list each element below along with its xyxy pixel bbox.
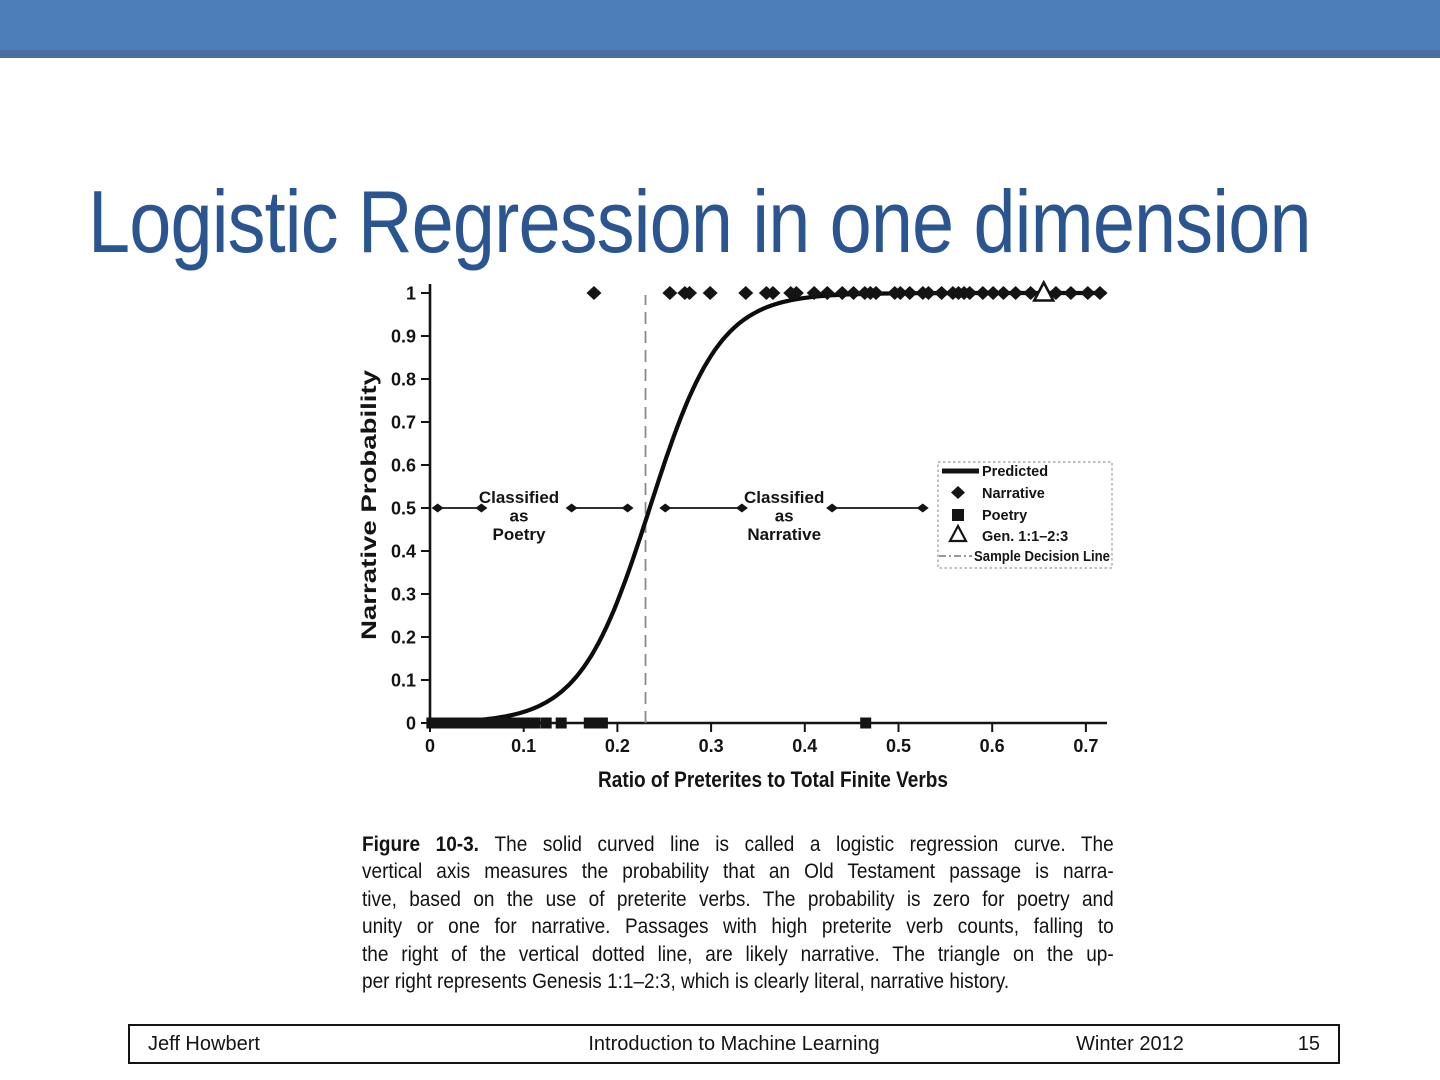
narrative-point	[1063, 286, 1079, 300]
caption-line: Figure 10-3. The solid curved line is ca…	[362, 833, 1114, 856]
poetry-point	[860, 717, 872, 729]
y-tick-label: 0.4	[391, 542, 416, 562]
narrative-point	[765, 286, 781, 300]
narrative-point	[788, 286, 804, 300]
poetry-point	[529, 717, 541, 729]
footer-author: Jeff Howbert	[148, 1033, 260, 1055]
caption-figure-label: Figure 10-3.	[362, 833, 495, 856]
x-tick-label: 0.6	[980, 736, 1005, 756]
legend-triangle	[948, 523, 968, 543]
poetry-point	[596, 717, 608, 729]
arrowhead-left	[431, 503, 444, 513]
narrative-point	[995, 286, 1011, 300]
legend-label: Narrative	[982, 486, 1045, 502]
x-tick-label: 0.4	[792, 736, 817, 756]
y-tick-label: 0.7	[391, 413, 416, 433]
x-axis-title: Ratio of Preterites to Total Finite Verb…	[598, 767, 948, 792]
legend-box	[937, 461, 1113, 569]
y-tick-label: 0	[406, 714, 416, 734]
slide-title: Logistic Regression in one dimension	[88, 171, 1312, 271]
caption-line: the right of the vertical dotted line, a…	[362, 942, 1114, 966]
x-tick-label: 0.2	[605, 736, 630, 756]
legend-diamond	[951, 486, 965, 499]
logistic-regression-chart: 0 0.1 0.2 0.3 0.4 0.5 0.6 0.7 0.8 0.9 1 0 0.1 0.2 0.3 0…	[358, 279, 1113, 792]
legend-label: Predicted	[982, 464, 1048, 480]
poetry-point	[583, 717, 595, 729]
y-tick-label: 0.6	[391, 456, 416, 476]
footer-bar: Jeff Howbert Introduction to Machine Lea…	[128, 1024, 1340, 1064]
arrowhead-right	[735, 503, 748, 513]
poetry-point	[540, 717, 552, 729]
arrowhead-left	[565, 503, 578, 513]
narrative-point	[1080, 286, 1096, 300]
classified-annotation: Classified as Narrative	[744, 488, 824, 544]
y-tick-label: 0.3	[391, 585, 416, 605]
arrowhead-right	[916, 503, 929, 513]
legend-label: Sample Decision Line	[974, 549, 1110, 565]
genesis-point	[1032, 279, 1056, 302]
narrative-point	[920, 286, 936, 300]
y-tick-label: 1	[406, 284, 416, 304]
caption-line: unity or one for narrative. Passages wit…	[362, 915, 1114, 939]
x-tick-label: 0.1	[511, 736, 536, 756]
top-banner	[0, 0, 1440, 58]
narrative-point	[892, 286, 908, 300]
narrative-point	[738, 286, 754, 300]
y-axis-title: Narrative Probability	[360, 370, 381, 640]
narrative-point	[962, 286, 978, 300]
narrative-point	[868, 286, 884, 300]
y-tick-label: 0.8	[391, 370, 416, 390]
legend-label: Poetry	[982, 508, 1027, 524]
narrative-point	[902, 286, 918, 300]
y-tick-label: 0.1	[391, 671, 416, 691]
narrative-point	[834, 286, 850, 300]
narrative-point	[662, 286, 678, 300]
arrowhead-left	[826, 503, 839, 513]
classified-annotation: Classified as Poetry	[479, 488, 559, 544]
arrowhead-right	[621, 503, 634, 513]
y-tick-label: 0.2	[391, 628, 416, 648]
narrative-point	[846, 286, 862, 300]
narrative-point	[682, 286, 698, 300]
narrative-point	[586, 286, 602, 300]
narrative-point	[702, 286, 718, 300]
arrowhead-right	[475, 503, 488, 513]
footer-term: Winter 2012	[1076, 1033, 1184, 1055]
legend-label: Gen. 1:1–2:3	[982, 529, 1068, 545]
narrative-point	[975, 286, 991, 300]
legend-square	[952, 509, 964, 521]
caption-line: tive, based on the use of preterite verb…	[362, 887, 1114, 911]
narrative-point	[819, 286, 835, 300]
poetry-point	[521, 717, 533, 729]
figure-chart: 0 0.1 0.2 0.3 0.4 0.5 0.6 0.7 0.8 0.9 1 0 0.1 0.2 0.3 0…	[358, 262, 1140, 807]
narrative-point	[1008, 286, 1024, 300]
caption-line: vertical axis measures the probability t…	[362, 860, 1114, 884]
x-tick-label: 0	[425, 736, 435, 756]
arrowhead-left	[659, 503, 672, 513]
y-tick-label: 0.9	[391, 327, 416, 347]
footer-page-number: 15	[1297, 1033, 1320, 1055]
footer-course: Introduction to Machine Learning	[588, 1033, 880, 1055]
figure-caption: Figure 10-3. The solid curved line is ca…	[362, 831, 1114, 995]
y-tick-label: 0.5	[391, 499, 416, 519]
x-tick-label: 0.5	[886, 736, 911, 756]
narrative-point	[1092, 286, 1108, 300]
narrative-point	[806, 286, 822, 300]
poetry-point	[555, 717, 567, 729]
x-tick-label: 0.3	[699, 736, 724, 756]
caption-line: per right represents Genesis 1:1–2:3, wh…	[362, 970, 1010, 994]
poetry-point	[590, 717, 602, 729]
narrative-point	[934, 286, 950, 300]
x-tick-label: 0.7	[1073, 736, 1098, 756]
narrative-point	[985, 286, 1001, 300]
